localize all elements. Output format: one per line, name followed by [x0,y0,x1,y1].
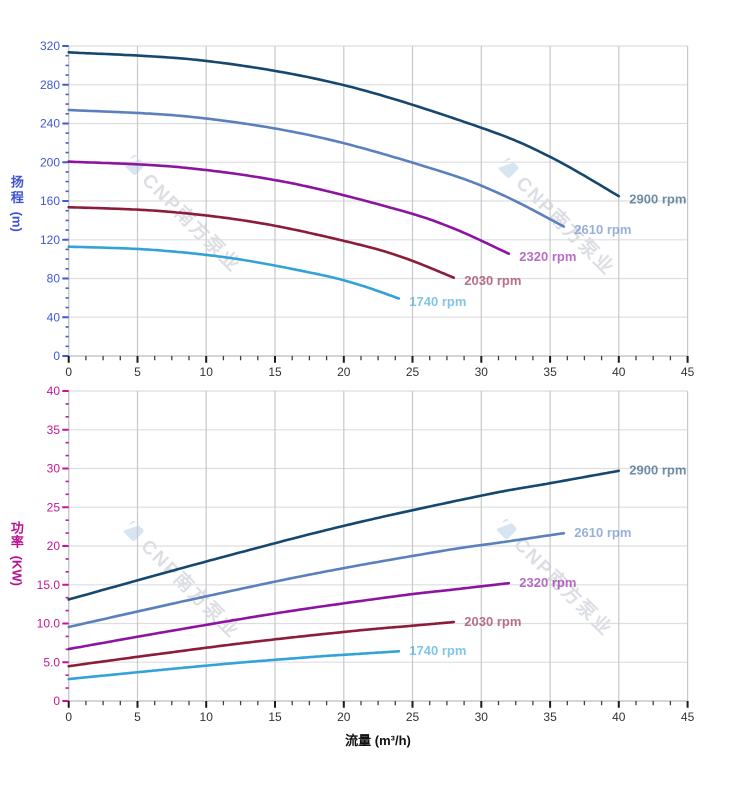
svg-text:10: 10 [200,710,214,724]
svg-text:2320 rpm: 2320 rpm [519,249,576,264]
svg-text:200: 200 [40,155,60,169]
svg-text:20: 20 [47,539,61,553]
svg-text:35: 35 [47,423,61,437]
svg-text:40: 40 [47,384,61,398]
svg-text:45: 45 [681,710,695,724]
svg-text:10.0: 10.0 [37,617,61,631]
svg-text:15: 15 [268,365,282,379]
svg-text:35: 35 [543,365,557,379]
svg-text:2900 rpm: 2900 rpm [629,463,686,478]
svg-text:15.0: 15.0 [37,578,61,592]
svg-text:(m): (m) [9,212,24,232]
svg-text:2900 rpm: 2900 rpm [629,192,686,207]
svg-text:40: 40 [612,710,626,724]
svg-text:0: 0 [65,365,72,379]
svg-text:5: 5 [134,365,141,379]
svg-text:40: 40 [47,310,61,324]
svg-text:0: 0 [53,694,60,708]
svg-text:2610 rpm: 2610 rpm [574,222,631,237]
svg-text:320: 320 [40,39,60,53]
svg-text:0: 0 [65,710,72,724]
svg-text:扬: 扬 [11,174,24,189]
svg-text:25: 25 [47,500,61,514]
svg-text:280: 280 [40,78,60,92]
svg-text:2610 rpm: 2610 rpm [574,525,631,540]
svg-text:5: 5 [134,710,141,724]
svg-text:2030 rpm: 2030 rpm [464,273,521,288]
svg-text:1740 rpm: 1740 rpm [409,294,466,309]
svg-text:30: 30 [475,710,489,724]
svg-text:10: 10 [200,365,214,379]
svg-text:0: 0 [53,349,60,363]
svg-text:2030 rpm: 2030 rpm [464,614,521,629]
svg-text:35: 35 [543,710,557,724]
svg-text:功: 功 [11,520,24,535]
svg-text:1740 rpm: 1740 rpm [409,643,466,658]
svg-text:率: 率 [11,535,24,550]
svg-text:20: 20 [337,365,351,379]
svg-text:120: 120 [40,233,60,247]
svg-text:5.0: 5.0 [43,656,60,670]
svg-text:45: 45 [681,365,695,379]
svg-text:30: 30 [475,365,489,379]
svg-text:240: 240 [40,117,60,131]
svg-text:25: 25 [406,365,420,379]
svg-text:20: 20 [337,710,351,724]
svg-text:CNP南方泵业: CNP南方泵业 [137,169,245,277]
svg-text:160: 160 [40,194,60,208]
svg-text:25: 25 [406,710,420,724]
svg-text:程: 程 [11,190,24,205]
svg-text:30: 30 [47,462,61,476]
svg-text:(KW): (KW) [9,556,24,586]
svg-text:40: 40 [612,365,626,379]
svg-text:2320 rpm: 2320 rpm [519,575,576,590]
svg-text:80: 80 [47,272,61,286]
svg-text:15: 15 [268,710,282,724]
